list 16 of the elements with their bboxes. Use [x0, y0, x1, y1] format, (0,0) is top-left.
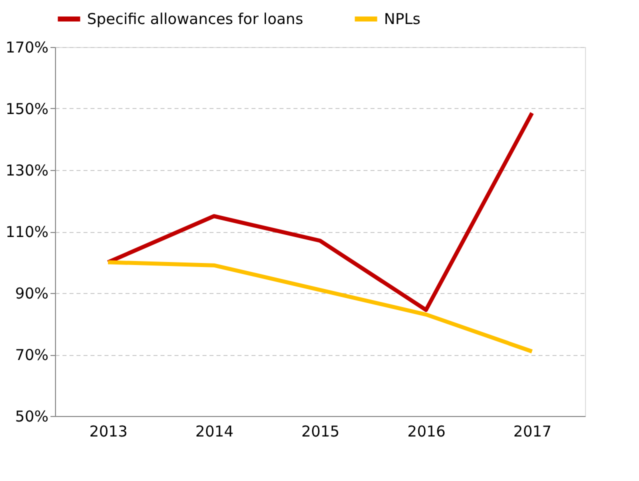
x-tick-label: 2015 [301, 422, 340, 440]
x-tick-label: 2016 [407, 422, 446, 440]
x-tick-label: 2013 [89, 422, 128, 440]
y-tick-label: 150% [6, 100, 48, 118]
y-tick-label: 90% [15, 284, 48, 302]
y-tick-label: 130% [6, 162, 48, 180]
x-tick-label: 2017 [513, 422, 552, 440]
y-tick-label: 70% [15, 346, 48, 364]
line-series [106, 260, 534, 354]
legend-label: Specific allowances for loans [87, 10, 304, 28]
y-tick-label: 170% [6, 38, 48, 56]
x-tick-label: 2014 [195, 422, 234, 440]
y-tick-label: 110% [6, 223, 48, 241]
legend-label: NPLs [384, 10, 421, 28]
y-tick-label: 50% [15, 408, 48, 426]
line-series [106, 111, 534, 312]
